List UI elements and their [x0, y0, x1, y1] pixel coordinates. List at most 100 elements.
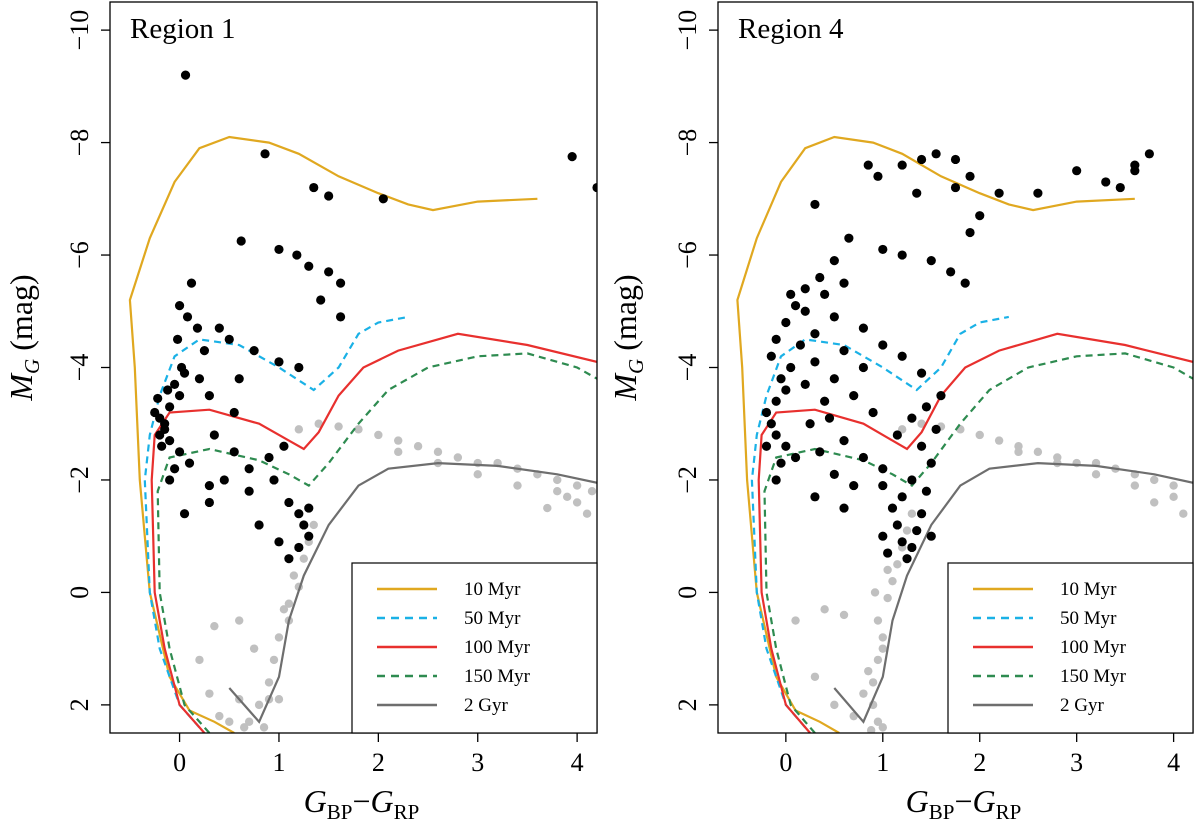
member-star-point: [1115, 182, 1125, 193]
member-star-point: [858, 452, 869, 463]
field-star-point: [868, 678, 878, 687]
y-tick-label: 2: [673, 698, 702, 711]
field-star-point: [1150, 475, 1159, 485]
field-star-point: [878, 723, 887, 732]
panel-1: 0 1 2 3 4 −10 −8 −6 −4 −2 0 2 Region 1 GBP−GRP MG (mag…: [3, 1, 598, 822]
member-star-point: [153, 393, 163, 404]
y-tick-label: −4: [65, 354, 94, 382]
member-star-point: [771, 475, 781, 485]
member-star-point: [883, 548, 893, 558]
field-star-point: [1179, 509, 1188, 518]
field-star-point: [975, 430, 984, 440]
member-star-point: [170, 379, 180, 389]
member-star-point: [180, 70, 191, 80]
field-star-point: [994, 436, 1004, 445]
field-star-point: [205, 689, 214, 698]
member-star-point: [165, 436, 175, 446]
field-star-point: [284, 599, 294, 608]
member-star-point: [912, 525, 922, 536]
member-star-point: [878, 244, 888, 255]
member-star-point: [771, 396, 781, 406]
member-star-point: [849, 480, 859, 491]
member-star-point: [912, 188, 922, 198]
field-star-point: [888, 576, 897, 586]
member-star-point: [299, 520, 309, 530]
member-star-point: [160, 419, 170, 429]
field-star-point: [870, 588, 880, 597]
field-star-point: [274, 633, 284, 642]
member-star-point: [921, 402, 932, 412]
member-star-point: [839, 436, 849, 446]
member-star-point: [829, 469, 839, 479]
field-star-point: [289, 571, 299, 580]
y-tick-label: −4: [673, 354, 702, 382]
y-tick-label: 0: [673, 586, 702, 599]
field-star-point: [839, 610, 849, 620]
x-tick-label: 0: [779, 748, 792, 777]
member-star-point: [199, 346, 210, 356]
field-star-point: [264, 678, 274, 687]
panel-title: Region 1: [130, 13, 236, 45]
member-star-point: [994, 188, 1004, 198]
field-star-point: [513, 481, 522, 490]
x-tick-label: 4: [571, 748, 584, 777]
x-tick-label: 4: [1167, 748, 1180, 777]
panel-2: 0 1 2 3 4 −10 −8 −6 −4 −2 0 2 Region 4 GBP−GRP MG (mag…: [607, 1, 1194, 822]
x-tick-label: 3: [1070, 748, 1083, 777]
panel-title: Region 4: [738, 13, 844, 45]
member-star-point: [157, 441, 167, 451]
field-star-point: [587, 487, 597, 496]
field-star-point: [859, 689, 868, 698]
member-star-point: [790, 301, 801, 311]
legend-label: 50 Myr: [1060, 608, 1117, 629]
member-star-point: [839, 278, 849, 288]
legend: 10 Myr 50 Myr 100 Myr 150 Myr 2 Gyr: [351, 562, 598, 734]
field-star-point: [473, 470, 482, 479]
field-star-point: [244, 717, 254, 726]
field-star-point: [553, 487, 562, 496]
member-star-point: [1101, 177, 1111, 187]
field-star-point: [254, 700, 264, 710]
field-star-point: [309, 520, 318, 530]
field-star-point: [873, 717, 883, 726]
member-star-point: [172, 334, 183, 344]
field-star-point: [225, 717, 234, 726]
member-star-point: [795, 340, 805, 350]
member-star-point: [781, 441, 791, 451]
member-star-point: [786, 289, 796, 299]
member-star-point: [965, 227, 975, 238]
member-star-point: [165, 402, 175, 412]
member-star-point: [244, 486, 254, 496]
member-star-point: [810, 357, 820, 367]
member-star-point: [335, 312, 346, 322]
field-star-point: [394, 436, 403, 445]
field-star-point: [279, 605, 289, 614]
member-star-point: [174, 301, 185, 311]
x-tick-label: 1: [876, 748, 889, 777]
member-star-point: [229, 447, 239, 457]
member-star-point: [931, 424, 941, 434]
member-star-point: [229, 407, 239, 418]
member-star-point: [304, 261, 314, 271]
member-star-point: [916, 509, 927, 519]
member-star-point: [815, 447, 825, 457]
member-star-point: [219, 475, 229, 485]
member-star-point: [163, 385, 173, 395]
field-star-point: [394, 447, 403, 457]
legend-label: 2 Gyr: [464, 695, 508, 716]
member-star-point: [224, 334, 234, 344]
member-star-point: [150, 407, 160, 418]
member-star-point: [897, 537, 907, 547]
field-star-point: [572, 481, 582, 490]
field-star-point: [1169, 481, 1178, 490]
field-star-point: [582, 509, 592, 518]
member-star-point: [926, 531, 936, 541]
member-star-point: [179, 509, 190, 519]
member-star-point: [839, 346, 849, 356]
member-star-point: [294, 362, 304, 373]
field-star-point: [354, 425, 363, 434]
member-star-point: [800, 306, 810, 316]
y-tick-label: −10: [673, 10, 702, 51]
member-star-point: [182, 312, 193, 322]
field-star-point: [195, 655, 204, 665]
